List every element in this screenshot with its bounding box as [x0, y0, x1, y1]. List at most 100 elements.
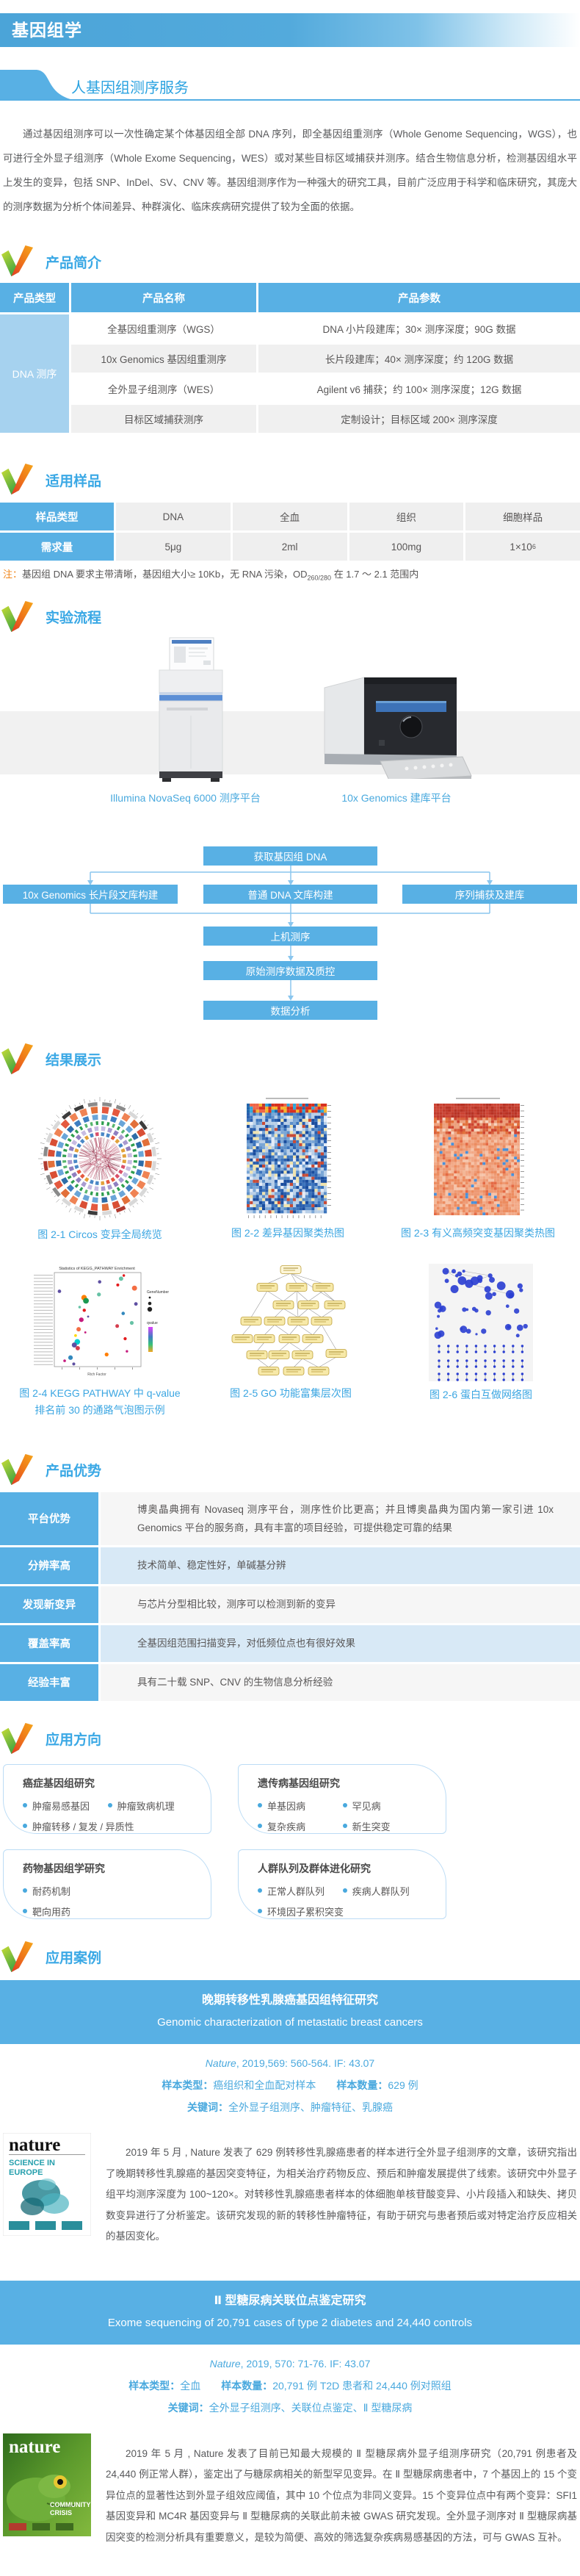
check-ribbon-icon: [0, 1454, 35, 1486]
advantage-text: 与芯片分型相比较，测序可以检测到新的变异: [101, 1586, 580, 1623]
case2-banner: Ⅱ 型糖尿病关联位点鉴定研究 Exome sequencing of 20,79…: [0, 2281, 580, 2345]
svg-text:nature: nature: [9, 2135, 60, 2155]
sample-note: 注：基因组 DNA 要求主带清晰，基因组大小≥ 10Kb，无 RNA 污染，OD…: [0, 566, 580, 582]
svg-text:SCIENCE IN: SCIENCE IN: [9, 2159, 55, 2167]
advantage-text: 技术简单、稳定性好，单碱基分辨: [101, 1547, 580, 1584]
application-card-cohort: 人群队列及群体进化研究 正常人群队列 疾病人群队列 环境因子累积突变: [238, 1849, 446, 1919]
figure-heatmap-red: [431, 1096, 525, 1220]
nature-cover-image: nature COMMUNITY CRISIS: [3, 2433, 91, 2536]
table-cell: DNA 小片段建库；30× 测序深度；90G 数据: [258, 314, 580, 342]
svg-text:CRISIS: CRISIS: [50, 2509, 72, 2516]
check-ribbon-icon: [0, 1043, 35, 1076]
figure-caption: 图 2-6 蛋白互做网络图: [429, 1386, 532, 1403]
column-header: 产品类型: [0, 283, 69, 312]
table-cell: 全基因组重测序（WGS）: [71, 314, 256, 342]
case-title-cn: 晚期转移性乳腺癌基因组特征研究: [0, 1990, 580, 2012]
svg-text:GeneNumber: GeneNumber: [147, 1290, 169, 1295]
product-table: 产品类型 产品名称 产品参数 DNA 测序 全基因组重测序（WGS） DNA 小…: [0, 283, 580, 433]
case2-body: nature COMMUNITY CRISIS 2019 年 5 月 , Nat…: [0, 2433, 580, 2558]
section-heading: 产品优势: [46, 1460, 101, 1480]
table-cell: 定制设计；目标区域 200× 测序深度: [258, 405, 580, 433]
svg-text:qvalue: qvalue: [147, 1321, 158, 1325]
bullet-dot-icon: [343, 1824, 347, 1828]
check-ribbon-icon: [0, 1941, 35, 1974]
check-ribbon-icon: [0, 601, 35, 633]
novaseq-instrument-image: [152, 636, 230, 783]
card-title: 药物基因组学研究: [23, 1861, 203, 1876]
advantage-label: 分辨率高: [0, 1547, 98, 1584]
application-card-pharmacogenomics: 药物基因组学研究 耐药机制 靶向用药: [3, 1849, 211, 1919]
application-card-cancer: 癌症基因组研究 肿瘤易感基因 肿瘤致病机理 肿瘤转移 / 复发 / 异质性: [3, 1764, 211, 1834]
table-cell: 细胞样品: [465, 503, 580, 530]
case2-info: Nature, 2019, 570: 71-76. IF: 43.07 样本类型…: [0, 2353, 580, 2419]
case-paragraph: 2019 年 5 月 , Nature 发表了 629 例转移性乳腺癌患者的样本…: [106, 2143, 577, 2248]
case-keywords-line: 关键词：全外显子组测序、肿瘤特征、乳腺癌: [0, 2096, 580, 2118]
case1-banner: 晚期转移性乳腺癌基因组特征研究 Genomic characterization…: [0, 1980, 580, 2044]
case-paragraph: 2019 年 5 月 , Nature 发表了目前已知最大规模的 Ⅱ 型糖尿病外…: [106, 2444, 577, 2549]
bullet-dot-icon: [258, 1803, 262, 1807]
workflow-flowchart: 获取基因组 DNA 10x Genomics 长片段文库构建 普通 DNA 文库…: [0, 843, 580, 1029]
figure-heatmap-blue: [244, 1096, 332, 1220]
case1-body: nature SCIENCE IN EUROPE 2019 年 5 月 , Na…: [0, 2133, 580, 2258]
section-heading: 适用样品: [46, 470, 101, 490]
section-workflow: 实验流程: [0, 601, 580, 633]
figure-caption: 图 2-2 差异基因聚类热图: [231, 1225, 344, 1242]
section-heading: 应用方向: [46, 1729, 101, 1749]
flow-node-get-dna: 获取基因组 DNA: [203, 846, 377, 866]
figure-protein-network: [429, 1264, 533, 1381]
section-samples: 适用样品: [0, 464, 580, 496]
flow-node-analysis: 数据分析: [203, 1001, 377, 1020]
flow-node-capture: 序列捕获及建库: [402, 885, 577, 904]
service-header: 人基因组测序服务: [0, 70, 580, 101]
case-citation: Nature, 2019,569: 560-564. IF: 43.07: [0, 2052, 580, 2074]
section-cases: 应用案例: [0, 1941, 580, 1974]
row-header: 需求量: [0, 533, 114, 561]
table-cell: 组织: [349, 503, 464, 530]
machine-caption: 10x Genomics 建库平台: [305, 791, 488, 805]
case1-info: Nature, 2019,569: 560-564. IF: 43.07 样本类…: [0, 2052, 580, 2118]
sample-table: 样品类型 DNA 全血 组织 细胞样品 需求量 5μg 2ml 100mg 1×…: [0, 503, 580, 561]
table-cell: 全血: [233, 503, 347, 530]
advantage-label: 经验丰富: [0, 1664, 98, 1701]
bullet-dot-icon: [258, 1909, 262, 1913]
flow-node-sequencing: 上机测序: [203, 927, 377, 946]
table-cell: 100mg: [349, 533, 464, 561]
application-card-genetic-disease: 遗传病基因组研究 单基因病 罕见病 复杂疾病 新生突变: [238, 1764, 446, 1834]
case-title-en: Genomic characterization of metastatic b…: [0, 2012, 580, 2034]
bullet-dot-icon: [258, 1824, 262, 1828]
page-title: 基因组学: [12, 21, 82, 40]
case-title-cn: Ⅱ 型糖尿病关联位点鉴定研究: [0, 2290, 580, 2312]
table-cell: 2ml: [233, 533, 347, 561]
figure-caption: 图 2-1 Circos 变异全局统览: [37, 1226, 162, 1243]
case-keywords-line: 关键词：全外显子组测序、关联位点鉴定、Ⅱ 型糖尿病: [0, 2397, 580, 2419]
advantage-text: 博奥晶典拥有 Novaseq 测序平台，测序性价比更高；并且博奥晶典为国内第一家…: [101, 1492, 580, 1545]
case-citation: Nature, 2019, 570: 71-76. IF: 43.07: [0, 2353, 580, 2375]
check-ribbon-icon: [0, 245, 35, 278]
section-advantages: 产品优势: [0, 1454, 580, 1486]
row-group-cell: DNA 测序: [0, 314, 69, 433]
nature-cover-image: nature SCIENCE IN EUROPE: [3, 2133, 91, 2236]
instrument-captions: Illumina NovaSeq 6000 测序平台 10x Genomics …: [0, 791, 580, 810]
machine-caption: Illumina NovaSeq 6000 测序平台: [73, 791, 297, 805]
svg-text:nature: nature: [9, 2437, 60, 2457]
table-cell: DNA: [116, 503, 231, 530]
bullet-dot-icon: [258, 1888, 262, 1893]
bullet-dot-icon: [108, 1803, 112, 1807]
section-heading: 应用案例: [46, 1947, 101, 1967]
figure-kegg-bubble-plot: Statistics of KEGG_PATHWAY EnrichmentRic…: [23, 1264, 176, 1380]
bullet-dot-icon: [23, 1803, 27, 1807]
section-product-intro: 产品简介: [0, 245, 580, 278]
section-results: 结果展示: [0, 1043, 580, 1076]
chromium-instrument-image: [313, 669, 474, 779]
table-cell: Agilent v6 捕获；约 100× 测序深度；12G 数据: [258, 375, 580, 403]
advantage-text: 全基因组范围扫描变异，对低频位点也有很好效果: [101, 1625, 580, 1662]
column-header: 产品名称: [71, 283, 256, 312]
table-cell: 目标区域捕获测序: [71, 405, 256, 433]
gray-backdrop: [0, 711, 580, 774]
table-cell: 全外显子组测序（WES）: [71, 375, 256, 403]
advantage-label: 发现新变异: [0, 1586, 98, 1623]
advantage-label: 覆盖率高: [0, 1625, 98, 1662]
